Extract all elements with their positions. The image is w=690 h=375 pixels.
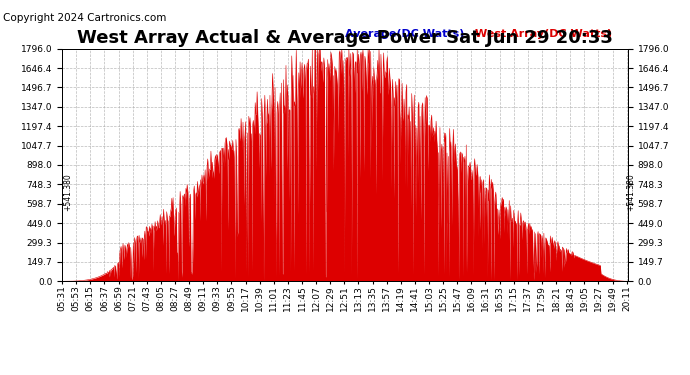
Text: Average(DC Watts): Average(DC Watts)	[345, 30, 464, 39]
Text: +541.380: +541.380	[63, 173, 72, 211]
Text: West Array(DC Watts): West Array(DC Watts)	[475, 30, 612, 39]
Text: +541.380: +541.380	[627, 173, 635, 211]
Text: Copyright 2024 Cartronics.com: Copyright 2024 Cartronics.com	[3, 13, 167, 23]
Title: West Array Actual & Average Power Sat Jun 29 20:33: West Array Actual & Average Power Sat Ju…	[77, 29, 613, 47]
